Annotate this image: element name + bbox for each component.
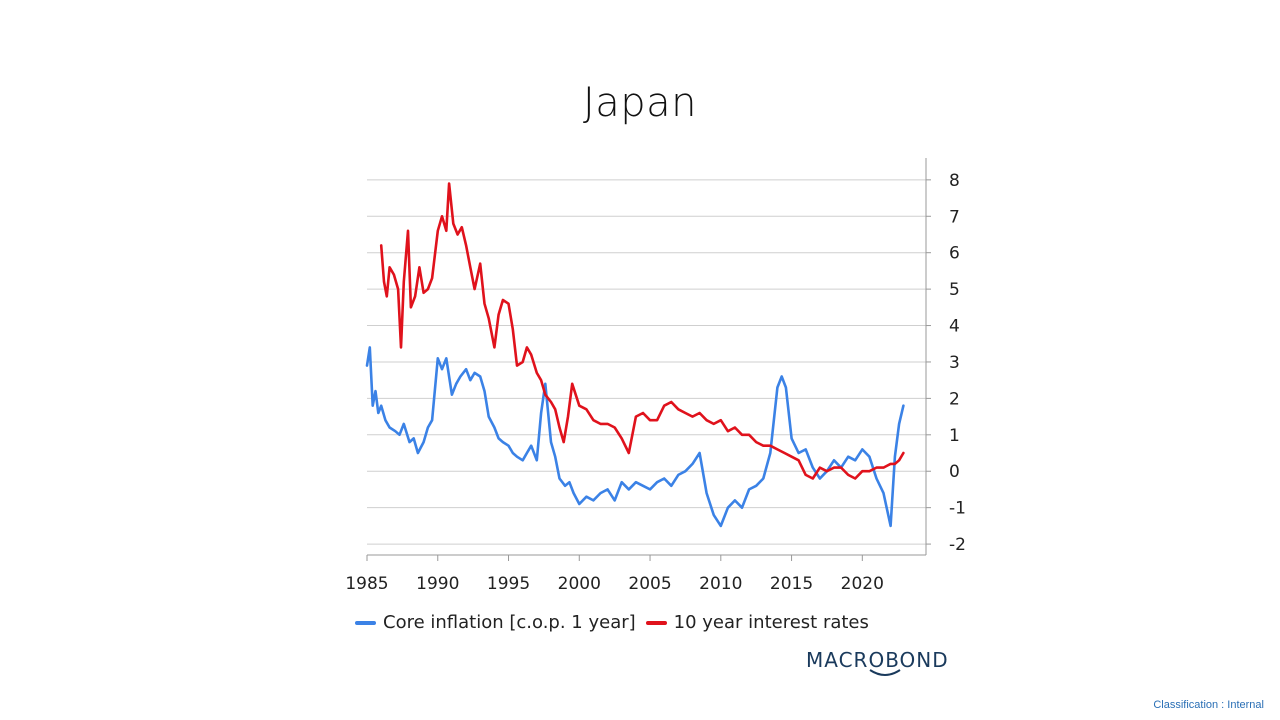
y-tick-label: 1 [949,426,960,446]
y-tick-label: 5 [949,280,960,300]
series-line-core-inflation [365,346,905,528]
legend-item-interest-rates[interactable]: 10 year interest rates [645,612,869,633]
legend-label-interest-rates: 10 year interest rates [673,612,869,633]
axes [366,158,931,561]
y-tick-label: 2 [949,389,960,409]
y-tick-label: 6 [949,244,960,264]
x-tick-label: 1990 [416,574,459,594]
tick-labels: 8 7 6 5 4 3 2 1 0 -1 -2 1985 1990 1995 2000 2005 2010 201… [345,171,966,594]
legend-label-core-inflation: Core inflation [c.o.p. 1 year] [383,612,636,633]
y-tick-label: 8 [949,171,960,191]
logo-swoosh-icon [869,669,901,676]
classification-label: Classification : Internal [1153,699,1264,711]
y-tick-label: 7 [949,207,960,227]
macrobond-logo: MACROBOND [806,648,949,672]
legend-swatch-core-inflation [355,620,376,625]
x-tick-label: 2010 [699,574,742,594]
y-tick-label: -1 [949,499,966,519]
y-tick-label: 0 [949,462,960,482]
y-tick-label: -2 [949,535,966,555]
y-tick-label: 4 [949,317,960,337]
series-line-interest-rates [379,182,905,480]
x-tick-label: 2015 [770,574,813,594]
x-tick-label: 1985 [345,574,388,594]
legend-swatch-interest-rates [645,620,667,625]
page-title: Japan [582,80,698,126]
x-tick-label: 2000 [558,574,601,594]
legend-item-core-inflation[interactable]: Core inflation [c.o.p. 1 year] [355,612,636,633]
y-tick-label: 3 [949,353,960,373]
series-layer [365,182,905,528]
x-tick-label: 2005 [628,574,671,594]
x-tick-label: 2020 [841,574,884,594]
legend: Core inflation [c.o.p. 1 year] 10 year i… [355,612,879,633]
x-tick-label: 1995 [487,574,530,594]
grid-lines [367,179,926,545]
